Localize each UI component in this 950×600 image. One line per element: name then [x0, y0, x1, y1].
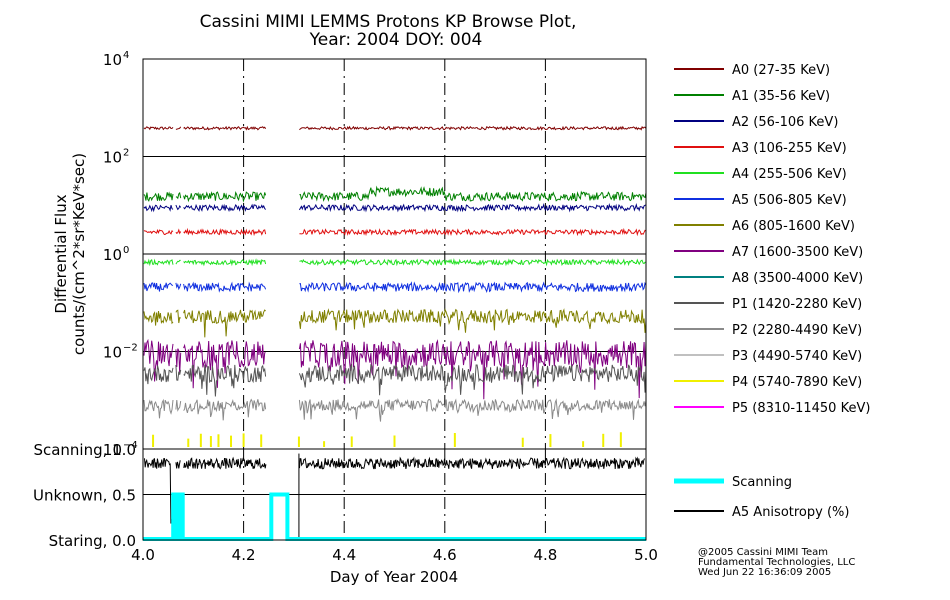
series-line-a7: [143, 338, 647, 400]
y-tick-base: 10: [103, 149, 122, 167]
legend-item: A4 (255-506 KeV): [674, 167, 847, 182]
x-tick-label: 4.6: [433, 546, 457, 564]
series-line-a5: [143, 281, 647, 294]
legend-item: Scanning: [674, 475, 792, 490]
legend-label: P1 (1420-2280 KeV): [732, 297, 862, 312]
lower-grid: [143, 449, 646, 540]
series-line-a2: [143, 202, 647, 213]
y-tick-exponent: 4: [123, 50, 129, 61]
legend-item: P5 (8310-11450 KeV): [674, 401, 870, 416]
legend-item: P4 (5740-7890 KeV): [674, 375, 862, 390]
lower-y-tick-label: Staring, 0.0: [49, 532, 136, 550]
legend-item: P2 (2280-4490 KeV): [674, 323, 862, 338]
chart-title-line2: Year: 2004 DOY: 004: [309, 30, 483, 50]
legend-label: A3 (106-255 KeV): [732, 141, 847, 156]
legend-item: A5 Anisotropy (%): [674, 505, 849, 520]
x-tick-label: 4.8: [533, 546, 557, 564]
y-tick-label: 10 0: [103, 245, 129, 264]
legend-item: A7 (1600-3500 KeV): [674, 245, 863, 260]
x-tick-label: 4.0: [131, 546, 155, 564]
chart-title-line1: Cassini MIMI LEMMS Protons KP Browse Plo…: [200, 12, 577, 32]
y-tick-exponent: −2: [123, 343, 138, 354]
y-tick-label: 10 2: [103, 148, 129, 167]
legend-item: A8 (3500-4000 KeV): [674, 271, 863, 286]
legend-item: P1 (1420-2280 KeV): [674, 297, 862, 312]
credit-line-2: Fundamental Technologies, LLC: [698, 557, 855, 568]
legend-label: A0 (27-35 KeV): [732, 63, 830, 78]
legend-label: Scanning: [732, 475, 792, 490]
legend-label: P2 (2280-4490 KeV): [732, 323, 862, 338]
y-tick-label: 10 4: [103, 50, 129, 69]
lower-plot-frame: [142, 448, 647, 541]
legend-label: A2 (56-106 KeV): [732, 115, 838, 130]
legend-label: A7 (1600-3500 KeV): [732, 245, 863, 260]
legend-label: A5 (506-805 KeV): [732, 193, 847, 208]
legend-item: A3 (106-255 KeV): [674, 141, 847, 156]
legend-item: A5 (506-805 KeV): [674, 193, 847, 208]
series-line-a6: [143, 308, 647, 338]
y-axis-label-line2: counts/(cm^2*sr*KeV*sec): [70, 153, 88, 355]
series-line-a0: [143, 125, 647, 131]
x-tick-label: 4.4: [332, 546, 356, 564]
lower-y-tick-label: Unknown, 0.5: [33, 487, 136, 505]
lower-series-layer: [143, 453, 646, 541]
credit-line-1: @2005 Cassini MIMI Team: [698, 547, 828, 558]
x-tick-label: 4.2: [232, 546, 256, 564]
lower-y-tick-labels: Scanning, 1.0 Unknown, 0.5 Staring, 0.0: [33, 441, 136, 550]
lower-y-tick-label: Scanning, 1.0: [33, 441, 136, 459]
y-tick-base: 10: [103, 51, 122, 69]
legend-item: A2 (56-106 KeV): [674, 115, 838, 130]
x-tick-labels: 4.0 4.2 4.4 4.6 4.8 5.0: [131, 546, 658, 564]
lower-legend: Scanning A5 Anisotropy (%): [674, 475, 849, 520]
legend-label: P5 (8310-11450 KeV): [732, 401, 870, 416]
legend-item: A1 (35-56 KeV): [674, 89, 830, 104]
x-tick-label: 5.0: [634, 546, 658, 564]
y-tick-base: 10: [103, 344, 122, 362]
y-tick-exponent: −4: [123, 440, 138, 451]
series-line-a1: [143, 185, 647, 203]
legend-label: A5 Anisotropy (%): [732, 505, 849, 520]
y-tick-base: 10: [103, 441, 122, 459]
legend-label: A1 (35-56 KeV): [732, 89, 830, 104]
legend-label: A4 (255-506 KeV): [732, 167, 847, 182]
legend-item: A0 (27-35 KeV): [674, 63, 830, 78]
y-tick-base: 10: [103, 246, 122, 264]
upper-grid: [143, 59, 646, 449]
legend-label: P3 (4490-5740 KeV): [732, 349, 862, 364]
series-line-p1: [143, 363, 647, 397]
series-line-scanning: [143, 492, 646, 541]
y-tick-label: 10 −2: [103, 343, 138, 362]
series-line-a3: [143, 227, 647, 237]
legend-label: A6 (805-1600 KeV): [732, 219, 855, 234]
legend: A0 (27-35 KeV) A1 (35-56 KeV) A2 (56-106 K…: [674, 63, 870, 416]
legend-item: A6 (805-1600 KeV): [674, 219, 855, 234]
y-tick-label: 10 −4: [103, 440, 138, 459]
legend-label: A8 (3500-4000 KeV): [732, 271, 863, 286]
series-line-p2: [143, 397, 647, 422]
legend-item: P3 (4490-5740 KeV): [674, 349, 862, 364]
legend-label: P4 (5740-7890 KeV): [732, 375, 862, 390]
series-line-anisotropy: [144, 456, 645, 524]
y-tick-exponent: 2: [123, 148, 129, 159]
y-axis-label-line1: Differential Flux: [52, 194, 70, 313]
upper-series-layer: [143, 125, 647, 447]
series-line-a4: [143, 258, 646, 267]
y-tick-exponent: 0: [123, 245, 129, 256]
x-axis-label: Day of Year 2004: [330, 568, 458, 586]
credit-line-3: Wed Jun 22 16:36:09 2005: [698, 567, 831, 578]
lower-panel: Scanning, 1.0 Unknown, 0.5 Staring, 0.0: [33, 441, 647, 550]
